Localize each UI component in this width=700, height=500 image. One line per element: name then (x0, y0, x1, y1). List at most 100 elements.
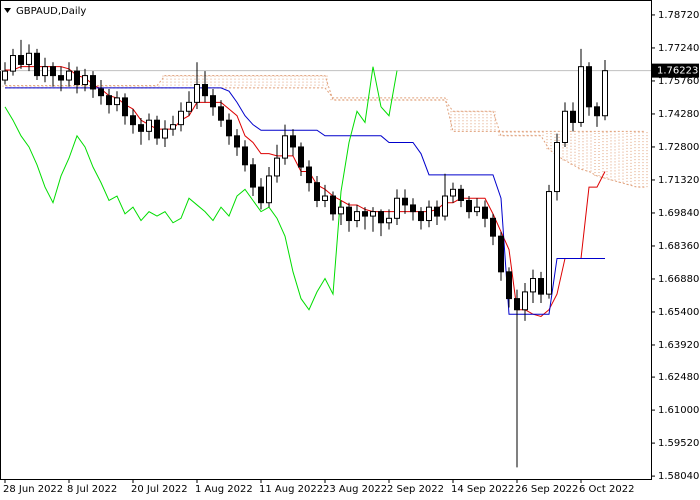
candle-body (202, 84, 208, 97)
candle-body (530, 278, 536, 293)
candle-body (466, 199, 472, 213)
candle-body (98, 88, 104, 97)
x-tick-label: 28 Jun 2022 (3, 484, 63, 495)
candle-body (26, 52, 32, 65)
y-tick-label: 1.78720 (658, 10, 699, 21)
candle-body (498, 235, 504, 273)
y-tick-label: 1.68360 (658, 241, 699, 252)
x-tick-label: 1 Aug 2022 (195, 484, 253, 495)
candle-body (162, 128, 168, 139)
candle-body (554, 141, 560, 193)
y-tick-label: 1.66880 (658, 274, 699, 285)
candle-body (506, 271, 512, 300)
menu-icon (4, 8, 11, 13)
candle-body (218, 106, 224, 121)
candle-body (106, 95, 112, 106)
candle-body (10, 55, 16, 72)
candle-body (298, 146, 304, 168)
y-tick-label: 1.59520 (658, 438, 699, 449)
candle-body (282, 135, 288, 159)
candle-body (58, 75, 64, 81)
candle-body (450, 188, 456, 197)
price-label-box (652, 63, 699, 78)
candle-body (578, 66, 584, 123)
candle-body (354, 211, 360, 222)
candle-body (66, 70, 72, 81)
candle-body (346, 206, 352, 222)
candle-body (90, 75, 96, 90)
x-tick-label: 8 Jul 2022 (67, 484, 117, 495)
y-tick-label: 1.74280 (658, 109, 699, 120)
candle-body (442, 195, 448, 217)
candle-body (130, 115, 136, 126)
candle-body (18, 55, 24, 65)
y-tick-label: 1.77240 (658, 43, 699, 54)
candle-body (522, 291, 528, 311)
y-tick-label: 1.71320 (658, 175, 699, 186)
price-label: 1.76223 (657, 66, 698, 77)
candle-body (602, 70, 608, 117)
candle-body (194, 84, 200, 103)
y-tick-label: 1.65400 (658, 307, 699, 318)
candle-body (386, 217, 392, 224)
candle-body (594, 106, 600, 117)
y-tick-label: 1.72800 (658, 142, 699, 153)
candle-body (210, 95, 216, 108)
x-tick-label: 14 Sep 2022 (451, 484, 514, 495)
candle-body (514, 298, 520, 311)
candle-body (410, 204, 416, 213)
candle-body (42, 66, 48, 77)
candle-body (546, 191, 552, 295)
candle-body (458, 188, 464, 201)
candle-body (186, 101, 192, 112)
candle-body (258, 186, 264, 204)
candle-body (330, 195, 336, 215)
candle-body (154, 119, 160, 139)
candle-body (562, 110, 568, 143)
candle-body (114, 97, 120, 106)
plot-frame (0, 0, 652, 480)
candle-body (322, 195, 328, 201)
candle-body (394, 197, 400, 219)
y-tick-label: 1.69840 (658, 208, 699, 219)
y-tick-label: 1.61000 (658, 405, 699, 416)
candle-body (274, 157, 280, 177)
candle-body (82, 75, 88, 86)
candle-body (250, 164, 256, 188)
y-tick-label: 1.62480 (658, 372, 699, 383)
x-tick-label: 20 Jul 2022 (131, 484, 188, 495)
candle-body (418, 211, 424, 222)
x-tick-label: 23 Aug 2022 (323, 484, 387, 495)
candle-body (482, 206, 488, 219)
candle-body (370, 211, 376, 217)
candle-body (338, 206, 344, 215)
x-tick-label: 2 Sep 2022 (387, 484, 444, 495)
indicator-line (5, 66, 606, 317)
x-tick-label: 26 Sep 2022 (515, 484, 578, 495)
candle-body (234, 135, 240, 148)
chart-title: GBPAUD,Daily (16, 6, 86, 17)
indicator-line (5, 87, 605, 315)
candle-body (290, 135, 296, 148)
candle-body (226, 119, 232, 137)
candle-body (146, 119, 152, 132)
candle-body (402, 197, 408, 206)
indicator-line (4, 66, 398, 311)
candle-body (242, 146, 248, 166)
candle-body (538, 278, 544, 295)
candle-body (362, 211, 368, 217)
candle-body (138, 124, 144, 132)
y-tick-label: 1.63920 (658, 340, 699, 351)
candle-body (474, 206, 480, 213)
candle-body (74, 70, 80, 86)
senkou-span-b (5, 87, 645, 132)
candle-body (570, 110, 576, 123)
candle-body (50, 66, 56, 77)
candle-body (490, 217, 496, 237)
candle-body (434, 206, 440, 217)
candle-body (306, 166, 312, 184)
candle-body (586, 66, 592, 108)
senkou-span-a (5, 75, 645, 188)
candle-body (122, 97, 128, 117)
